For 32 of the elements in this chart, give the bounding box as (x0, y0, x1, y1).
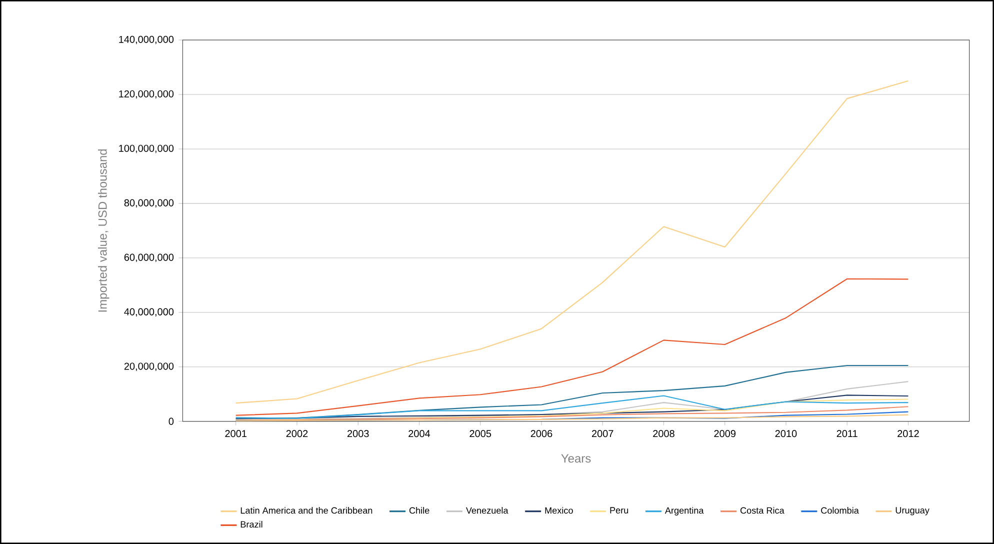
legend-label: Peru (610, 507, 628, 514)
x-tick-label: 2006 (530, 430, 552, 438)
x-tick-label: 2009 (714, 430, 736, 438)
y-tick-label: 140,000,000 (119, 36, 174, 44)
y-tick-label: 20,000,000 (124, 362, 174, 371)
x-tick-label: 2008 (653, 430, 674, 438)
legend-label: Venezuela (466, 507, 508, 514)
x-tick-label: 2005 (470, 430, 492, 438)
legend-label: Chile (409, 507, 430, 514)
x-tick-label: 2004 (408, 430, 430, 438)
x-tick-label: 2011 (836, 430, 858, 438)
y-tick-label: 120,000,000 (119, 90, 174, 99)
x-tick-label: 2012 (898, 430, 919, 438)
x-axis-title: Years (561, 454, 591, 463)
y-tick-label: 0 (168, 418, 174, 425)
x-tick-label: 2003 (347, 430, 369, 438)
y-axis-title: Imported value, USD thousand (98, 149, 110, 312)
legend-label: Costa Rica (740, 507, 784, 514)
x-tick-label: 2010 (775, 430, 797, 438)
y-tick-label: 40,000,000 (124, 308, 174, 317)
legend-label: Latin America and the Caribbean (240, 507, 372, 514)
legend-label: Colombia (821, 507, 859, 514)
legend-label: Mexico (545, 507, 573, 514)
y-tick-label: 100,000,000 (119, 144, 174, 154)
x-tick-label: 2002 (286, 430, 308, 438)
y-tick-label: 80,000,000 (124, 199, 174, 208)
legend-label: Argentina (664, 507, 704, 516)
x-tick-label: 2001 (225, 430, 246, 438)
x-tick-label: 2007 (592, 430, 614, 438)
legend-label: Uruguay (896, 507, 930, 516)
legend-label: Brazil (240, 520, 262, 528)
y-tick-label: 60,000,000 (124, 254, 174, 262)
